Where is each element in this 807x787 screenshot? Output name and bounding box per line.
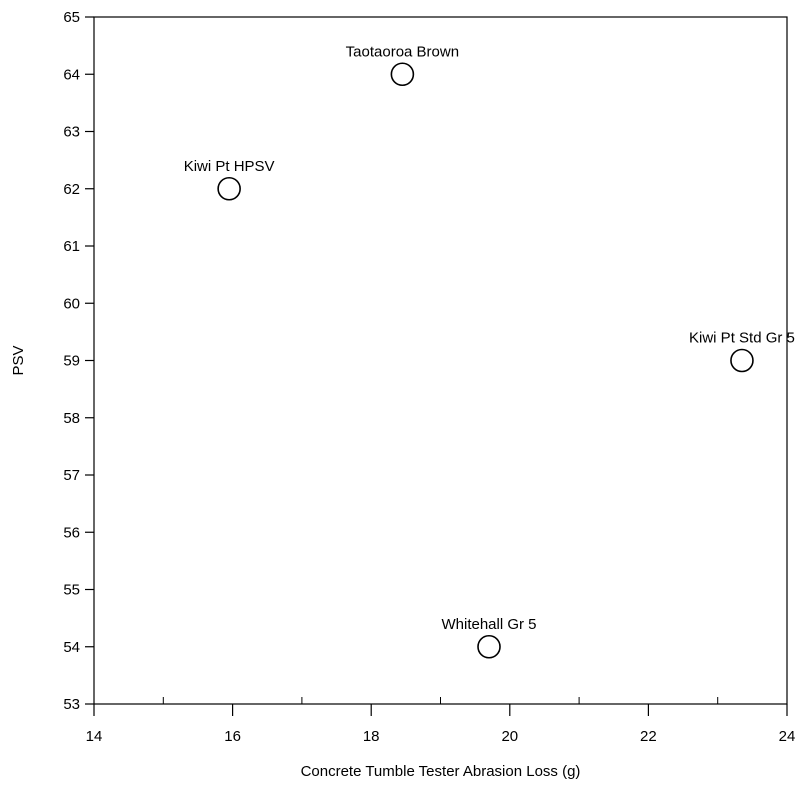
y-tick-label: 64 — [63, 66, 80, 83]
y-axis-title: PSV — [10, 345, 27, 375]
y-tick-label: 65 — [63, 9, 80, 26]
x-tick-label: 20 — [501, 728, 518, 745]
x-tick-label: 24 — [779, 728, 796, 745]
data-points: Taotaoroa Brown Kiwi Pt HPSV Kiwi Pt Std G… — [184, 43, 795, 659]
point-label: Kiwi Pt HPSV — [184, 158, 275, 175]
x-tick-label: 14 — [86, 728, 103, 745]
x-axis-title: Concrete Tumble Tester Abrasion Loss (g) — [301, 763, 581, 780]
data-point — [477, 634, 501, 659]
x-tick-label: 18 — [363, 728, 380, 745]
y-tick-label: 59 — [63, 353, 80, 370]
x-tick-label: 22 — [640, 728, 657, 745]
y-tick-label: 63 — [63, 124, 80, 141]
point-label: Whitehall Gr 5 — [441, 616, 536, 633]
x-axis-ticks: 14 16 18 20 22 24 — [86, 697, 796, 745]
data-point — [217, 176, 241, 201]
point-label: Taotaoroa Brown — [346, 43, 459, 60]
y-tick-label: 57 — [63, 467, 80, 484]
x-tick-label: 16 — [224, 728, 241, 745]
y-tick-label: 61 — [63, 238, 80, 255]
plot-frame — [93, 16, 788, 705]
y-tick-label: 54 — [63, 639, 80, 656]
y-tick-label: 53 — [63, 696, 80, 713]
y-tick-label: 62 — [63, 181, 80, 198]
data-point — [390, 62, 415, 87]
point-label: Kiwi Pt Std Gr 5 — [689, 330, 795, 347]
data-point — [730, 348, 754, 373]
y-tick-label: 55 — [63, 582, 80, 599]
y-tick-label: 56 — [63, 524, 80, 541]
y-axis-ticks: 53 54 55 56 57 58 59 60 61 62 63 64 65 — [63, 9, 94, 713]
y-tick-label: 60 — [63, 295, 80, 312]
y-tick-label: 58 — [63, 410, 80, 427]
